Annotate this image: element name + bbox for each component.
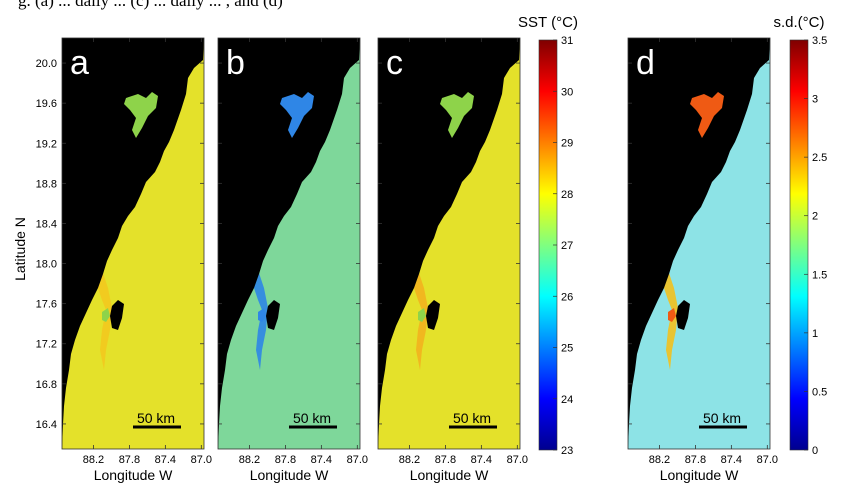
- inner-spot: [102, 308, 110, 322]
- caption-text: g. (a) ... daily ... (c) ... daily ... ,…: [18, 0, 283, 10]
- scale-bar-label: 50 km: [137, 410, 175, 426]
- panel-letter: d: [636, 44, 655, 82]
- colorbar-gradient: [789, 39, 809, 451]
- colorbar-tick-label: 28: [561, 189, 573, 201]
- island-upper: [440, 92, 474, 138]
- island-upper: [690, 92, 724, 138]
- lat-tick-label: 17.2: [36, 339, 57, 351]
- lon-tick-label: 88.2: [649, 454, 670, 466]
- lagoon-land: [110, 300, 124, 330]
- land-mask: [628, 38, 770, 449]
- colorbar-tick-label: 1: [812, 328, 818, 340]
- land-mask: [378, 38, 520, 449]
- lon-tick-label: 87.0: [757, 454, 778, 466]
- panel-frame: [377, 37, 521, 450]
- lat-tick-label: 20.0: [36, 58, 57, 70]
- lat-tick-label: 16.8: [36, 379, 57, 391]
- panel-letter: b: [226, 44, 245, 82]
- lat-tick-label: 18.0: [36, 259, 57, 271]
- panel-frame: [217, 37, 361, 450]
- colorbar-sd: s.d.(°C) 3.5 3 2.5 2 1.5 1 0.5 0: [774, 14, 828, 457]
- lat-tick-label: 18.4: [36, 218, 57, 230]
- colorbar-sst: SST (°C) 31 30 29 28 27 26 25 24 23: [518, 14, 578, 457]
- island-fragment: [468, 68, 478, 80]
- colorbar-tick-label: 0.5: [812, 386, 827, 398]
- caption-fragment: g. (a) ... daily ... (c) ... daily ... ,…: [0, 0, 848, 14]
- land-mask: [218, 38, 360, 449]
- lagoon-land: [426, 300, 440, 330]
- lon-tick-label: 87.4: [721, 454, 742, 466]
- colorbar-tick-label: 23: [561, 445, 573, 457]
- lat-tick-label: 16.4: [36, 419, 57, 431]
- scale-bar-label: 50 km: [293, 410, 331, 426]
- lon-tick-label: 87.4: [311, 454, 332, 466]
- lat-tick-label: 19.6: [36, 98, 57, 110]
- colorbar-tick-label: 2.5: [812, 152, 827, 164]
- x-axis-label: Longitude W: [94, 467, 173, 483]
- y-axis-label: Latitude N: [12, 217, 28, 281]
- colorbar-tick-label: 31: [561, 35, 573, 47]
- lat-tick-label: 19.2: [36, 138, 57, 150]
- lon-tick-label: 87.0: [191, 454, 212, 466]
- colorbar-tick-label: 3: [812, 94, 818, 106]
- inner-spot: [668, 308, 676, 322]
- lagoon-land: [266, 300, 280, 330]
- panel-frame: [627, 37, 771, 450]
- colorbar-title: s.d.(°C): [774, 14, 825, 31]
- map-panel-c: c 50 km 88.2 87.8 87.4 87.0 Longitude W: [377, 37, 528, 483]
- land-mask: [62, 38, 204, 449]
- x-axis-label: Longitude W: [410, 467, 489, 483]
- lon-tick-label: 87.0: [347, 454, 368, 466]
- lon-tick-label: 87.8: [275, 454, 296, 466]
- lon-tick-label: 87.0: [507, 454, 528, 466]
- colorbar-tick-label: 1.5: [812, 269, 827, 281]
- lon-tick-label: 87.4: [471, 454, 492, 466]
- panels: a 50 km 88.2 87.8 87.4 87.0 Longitude W b 50 km 8…: [36, 37, 778, 483]
- colorbar-tick-label: 30: [561, 86, 573, 98]
- colorbar-tick-label: 2: [812, 211, 818, 223]
- lon-tick-label: 87.8: [685, 454, 706, 466]
- panel-letter: a: [70, 44, 89, 82]
- scale-bar-label: 50 km: [453, 410, 491, 426]
- panel-frame: [61, 37, 205, 450]
- map-panel-b: b 50 km 88.2 87.8 87.4 87.0 Longitude W: [217, 37, 368, 483]
- colorbar-tick-label: 3.5: [812, 35, 827, 47]
- colorbar-title: SST (°C): [518, 14, 578, 31]
- lat-tick-label: 17.6: [36, 299, 57, 311]
- lagoon-land: [676, 300, 690, 330]
- lon-tick-label: 88.2: [83, 454, 104, 466]
- island-upper: [280, 92, 314, 138]
- inner-spot: [418, 308, 426, 322]
- lon-tick-label: 87.8: [119, 454, 140, 466]
- panel-letter: c: [386, 44, 403, 82]
- island-fragment: [152, 68, 162, 80]
- lon-tick-label: 87.8: [435, 454, 456, 466]
- colorbar-tick-label: 24: [561, 394, 573, 406]
- inner-spot: [258, 308, 266, 322]
- island-fragment: [718, 68, 728, 80]
- colorbar-tick-label: 27: [561, 240, 573, 252]
- colorbar-tick-label: 25: [561, 343, 573, 355]
- x-axis-label: Longitude W: [250, 467, 329, 483]
- colorbars: SST (°C) 31 30 29 28 27 26 25 24 23 s.d.(°C) 3.5 3 2.…: [518, 14, 827, 457]
- colorbar-tick-label: 0: [812, 445, 818, 457]
- map-panel-d: d 50 km 88.2 87.8 87.4 87.0 Longitude W: [627, 37, 778, 483]
- scale-bar-label: 50 km: [703, 410, 741, 426]
- lat-tick-label: 18.8: [36, 178, 57, 190]
- lon-tick-label: 88.2: [399, 454, 420, 466]
- map-panel-a: a 50 km 88.2 87.8 87.4 87.0 Longitude W: [61, 37, 212, 483]
- x-axis-label: Longitude W: [660, 467, 739, 483]
- lon-tick-label: 88.2: [239, 454, 260, 466]
- colorbar-tick-label: 26: [561, 291, 573, 303]
- colorbar-tick-label: 29: [561, 138, 573, 150]
- island-fragment: [308, 68, 318, 80]
- island-upper: [124, 92, 158, 138]
- lon-tick-label: 87.4: [155, 454, 176, 466]
